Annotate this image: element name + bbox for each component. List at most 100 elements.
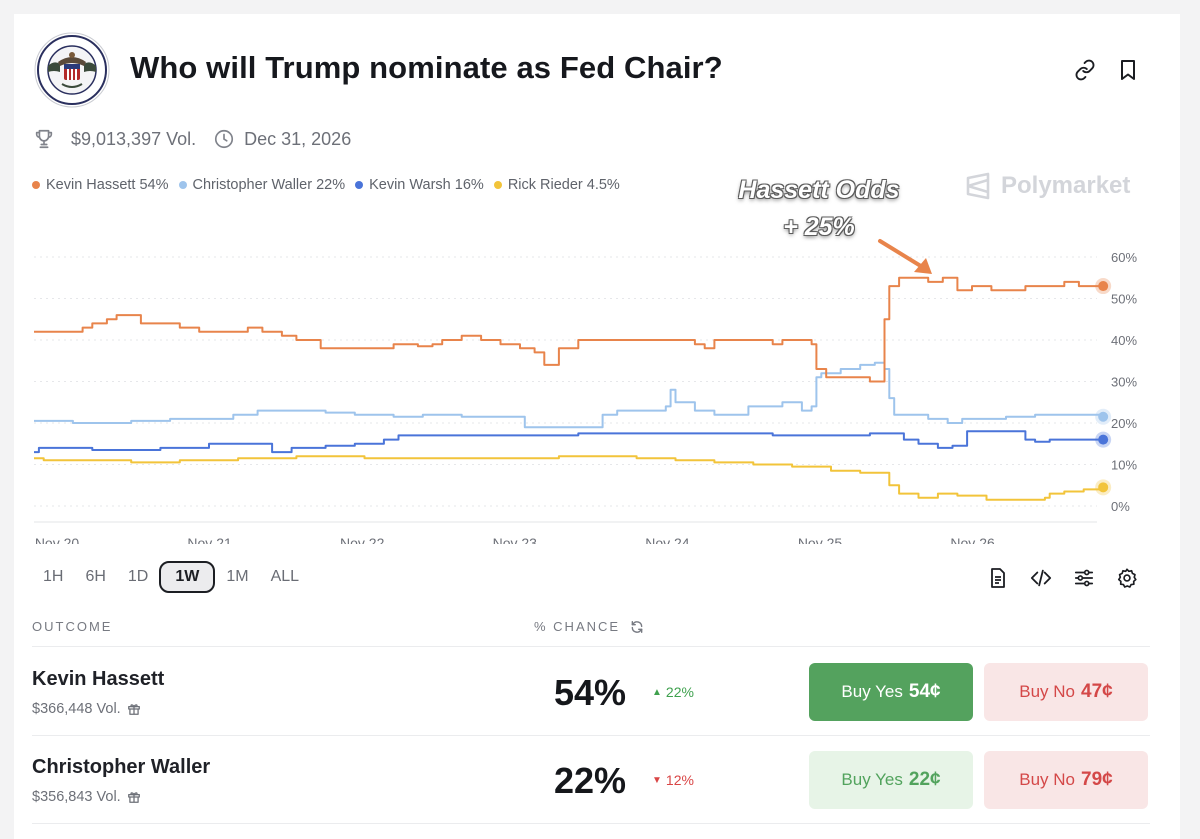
y-tick-label: 60% <box>1111 250 1137 265</box>
series-end-point <box>1098 434 1109 445</box>
range-1w[interactable]: 1W <box>159 561 216 593</box>
outcome-column-header: OUTCOME <box>32 619 113 634</box>
series-line-kevin-warsh <box>34 430 1104 454</box>
buy-yes-price: 54¢ <box>908 681 941 702</box>
end-date: Dec 31, 2026 <box>244 128 352 149</box>
legend-label: Kevin Warsh 16% <box>369 177 484 193</box>
brand-name: Polymarket <box>1001 172 1131 199</box>
x-tick-label: Nov 23 <box>493 535 538 544</box>
outcome-volume-text: $366,448 Vol. <box>32 701 121 717</box>
x-tick-label: Nov 22 <box>340 535 385 544</box>
buy-no-button[interactable]: Buy No 47¢ <box>984 663 1148 721</box>
outcome-volume: $366,448 Vol. <box>32 701 141 717</box>
buy-yes-price: 22¢ <box>908 769 941 790</box>
chance-change-value: 12% <box>665 772 694 788</box>
x-tick-label: Nov 25 <box>798 535 843 544</box>
outcome-chance: 22% <box>554 760 627 801</box>
legend-dot <box>32 181 40 189</box>
legend-item: Kevin Hassett 54% <box>32 177 169 193</box>
chance-change-badge: ▲ 22% <box>652 684 694 700</box>
series-end-point <box>1098 281 1109 292</box>
x-tick-label: Nov 20 <box>35 535 80 544</box>
price-history-chart: 0% 10% 20% 30% 40% 50% 60% Nov 20 Nov 21 Nov 22 N… <box>34 239 1137 544</box>
code-icon <box>1030 569 1052 587</box>
annotation-line-1: Hassett Odds <box>738 176 900 204</box>
table-row[interactable]: Christopher Waller $356,843 Vol. 22% ▼ 1… <box>32 736 1150 824</box>
clock-icon <box>212 127 236 151</box>
series-line-rick-rieder <box>34 455 1105 501</box>
chart-settings-button[interactable] <box>1070 564 1098 592</box>
legend-label: Kevin Hassett 54% <box>46 177 169 193</box>
y-tick-label: 40% <box>1111 333 1137 348</box>
market-meta: $9,013,397 Vol. Dec 31, 2026 <box>32 127 351 151</box>
embed-button[interactable] <box>1027 564 1055 592</box>
buy-yes-label: Buy Yes <box>841 770 903 789</box>
outcome-volume: $356,843 Vol. <box>32 789 141 805</box>
rules-button[interactable] <box>984 564 1012 592</box>
legend-item: Christopher Waller 22% <box>178 177 346 193</box>
triangle-down-icon: ▼ <box>652 774 662 786</box>
x-tick-label: Nov 24 <box>645 535 690 544</box>
trophy-icon <box>32 127 56 151</box>
series-line-christopher-waller <box>34 361 1105 429</box>
copy-link-button[interactable] <box>1071 56 1099 84</box>
range-1h[interactable]: 1H <box>43 568 64 585</box>
x-tick-label: Nov 21 <box>187 535 232 544</box>
legend-item: Rick Rieder 4.5% <box>493 177 620 193</box>
time-range-selector: 1H 6H 1D 1W 1M ALL <box>32 561 310 593</box>
market-title: Who will Trump nominate as Fed Chair? <box>130 50 723 85</box>
outcome-name: Christopher Waller <box>32 756 211 778</box>
series-end-point <box>1098 411 1109 422</box>
outcome-chance: 54% <box>554 672 627 713</box>
buy-no-label: Buy No <box>1019 682 1076 701</box>
buy-yes-button[interactable]: Buy Yes 22¢ <box>809 751 973 809</box>
range-6h[interactable]: 6H <box>85 568 106 585</box>
hassett-odds-annotation: Hassett Odds + 25% <box>704 172 934 246</box>
sliders-icon <box>1074 569 1094 587</box>
chart-legend: Kevin Hassett 54% Christopher Waller 22%… <box>32 177 630 193</box>
legend-dot <box>493 181 502 189</box>
y-tick-label: 20% <box>1111 416 1137 431</box>
annotation-arrow <box>878 239 932 274</box>
y-tick-label: 50% <box>1111 292 1137 307</box>
outcome-volume-text: $356,843 Vol. <box>32 789 121 805</box>
outcome-name: Kevin Hassett <box>32 668 165 690</box>
series-line-kevin-hassett <box>34 276 1104 383</box>
polymarket-logo-icon <box>966 172 990 200</box>
buy-yes-button[interactable]: Buy Yes 54¢ <box>809 663 973 721</box>
buy-no-button[interactable]: Buy No 79¢ <box>984 751 1148 809</box>
annotation-line-2: + 25% <box>783 213 855 241</box>
range-1m[interactable]: 1M <box>226 568 249 585</box>
chance-change-value: 22% <box>665 684 694 700</box>
settings-button[interactable] <box>1113 564 1141 592</box>
legend-dot <box>355 181 364 189</box>
legend-item: Kevin Warsh 16% <box>355 177 484 193</box>
gift-icon <box>127 792 140 803</box>
y-tick-label: 10% <box>1111 458 1137 473</box>
refresh-icon[interactable] <box>630 620 644 634</box>
buy-no-price: 47¢ <box>1081 681 1113 702</box>
market-card: Who will Trump nominate as Fed Chair? $9… <box>14 14 1180 839</box>
chart-tools <box>984 564 1156 592</box>
outcome-table-header: OUTCOME % CHANCE <box>32 619 1150 647</box>
series-end-point <box>1098 482 1109 493</box>
polymarket-watermark: Polymarket <box>965 172 1130 200</box>
legend-dot <box>178 181 187 189</box>
y-tick-label: 0% <box>1111 499 1130 514</box>
link-icon <box>1075 59 1095 81</box>
bookmark-icon <box>1121 60 1135 80</box>
gift-icon <box>127 704 140 715</box>
triangle-up-icon: ▲ <box>652 686 662 698</box>
table-row[interactable]: Kevin Hassett $366,448 Vol. 54% ▲ 22% Bu… <box>32 648 1150 736</box>
federal-reserve-seal-logo <box>34 32 110 108</box>
legend-label: Christopher Waller 22% <box>192 177 346 193</box>
chance-header-label: % CHANCE <box>534 619 621 634</box>
bookmark-button[interactable] <box>1114 56 1142 84</box>
range-1d[interactable]: 1D <box>127 568 149 585</box>
range-all[interactable]: ALL <box>270 568 300 585</box>
chance-column-header: % CHANCE <box>534 619 644 634</box>
chance-change-badge: ▼ 12% <box>652 772 694 788</box>
y-tick-label: 30% <box>1111 375 1137 390</box>
gear-icon <box>1117 568 1137 588</box>
legend-label: Rick Rieder 4.5% <box>507 177 620 193</box>
